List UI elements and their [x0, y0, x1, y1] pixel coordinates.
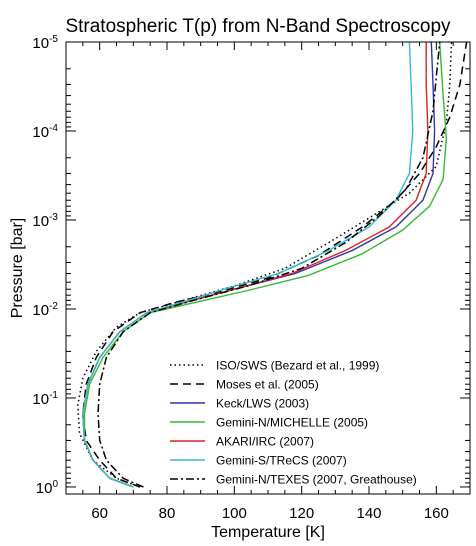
y-tick-label: 10-3: [32, 212, 58, 230]
series-7-line: [97, 41, 441, 488]
series-layer: [77, 41, 468, 488]
x-tick-label: 140: [356, 505, 381, 522]
legend-label: AKARI/IRC (2007): [216, 435, 314, 449]
legend-label: ISO/SWS (Bezard et al., 1999): [216, 359, 379, 373]
legend-label: Moses et al. (2005): [216, 378, 319, 392]
y-tick-label: 10-4: [32, 123, 58, 141]
legend-label: Keck/LWS (2003): [216, 397, 309, 411]
x-tick-label: 120: [289, 505, 314, 522]
x-axis-label: Temperature [K]: [211, 524, 325, 541]
series-6-line: [82, 41, 414, 488]
legend: ISO/SWS (Bezard et al., 1999) Moses et al…: [170, 359, 417, 487]
legend-label: Gemini-N/TEXES (2007, Greathouse): [216, 473, 417, 487]
legend-label: Gemini-S/TReCS (2007): [216, 454, 347, 468]
series-1-line: [77, 41, 453, 488]
y-axis-label: Pressure [bar]: [9, 218, 26, 318]
x-tick-label: 100: [222, 505, 247, 522]
x-tick-label: 60: [91, 505, 108, 522]
y-tick-label: 10-5: [32, 34, 58, 52]
y-tick-label: 10-2: [32, 301, 58, 319]
y-tick-label: 100: [36, 479, 59, 497]
x-tick-label: 160: [424, 505, 449, 522]
y-tick-label: 10-1: [32, 390, 58, 408]
x-tick-label: 80: [159, 505, 176, 522]
chart-title: Stratospheric T(p) from N-Band Spectrosc…: [65, 16, 451, 37]
legend-label: Gemini-N/MICHELLE (2005): [216, 416, 368, 430]
ticks-layer: 60 80 100 120 140 160 10-5 10-4 10-3 10-2 10-1 100: [32, 34, 470, 522]
